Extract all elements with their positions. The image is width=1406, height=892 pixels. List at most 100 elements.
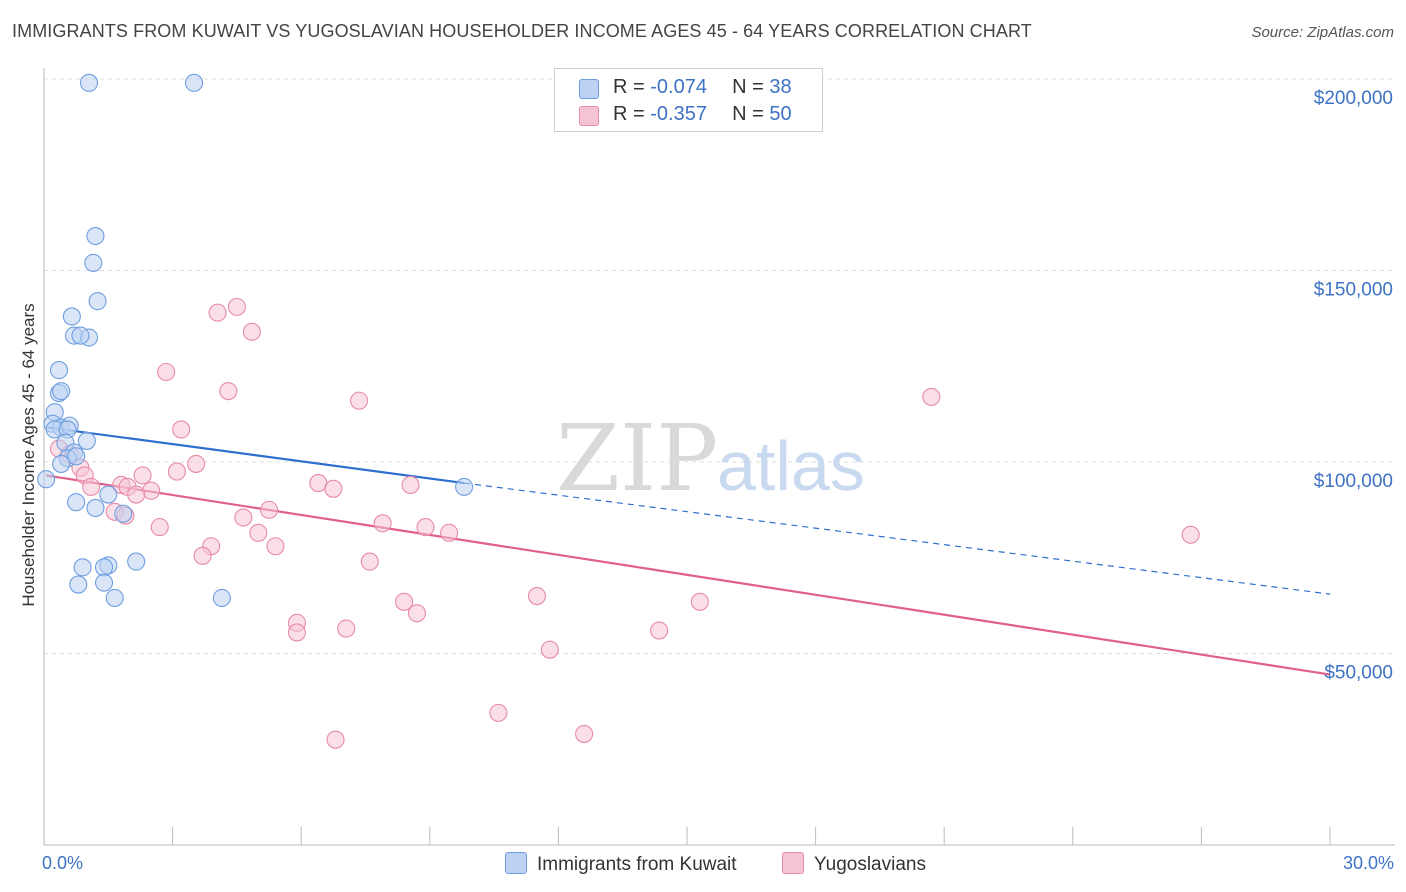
legend-item-yugoslavians: Yugoslavians	[782, 852, 926, 876]
point-yugoslavians	[227, 297, 246, 316]
point-yugoslavians	[259, 500, 279, 519]
point-kuwait	[79, 73, 99, 92]
point-kuwait	[88, 292, 107, 311]
point-kuwait	[77, 431, 96, 450]
point-kuwait	[86, 226, 105, 246]
point-yugoslavians	[440, 523, 459, 542]
point-yugoslavians	[266, 537, 285, 556]
point-yugoslavians	[416, 518, 435, 537]
yugoslavians-swatch	[579, 106, 599, 126]
n-value-kuwait: 38	[769, 76, 792, 98]
r-label: R =	[613, 103, 645, 125]
stats-legend: R = -0.074 N = 38 R = -0.357 N = 50	[554, 68, 823, 132]
legend-item-kuwait: Immigrants from Kuwait	[505, 852, 737, 876]
data-points	[37, 73, 1200, 749]
point-yugoslavians	[142, 481, 161, 500]
point-yugoslavians	[540, 640, 559, 659]
y-tick-label: $200,000	[1314, 88, 1393, 109]
point-yugoslavians	[127, 485, 146, 504]
point-kuwait	[62, 307, 81, 326]
n-value-yugoslavians: 50	[769, 103, 792, 125]
point-yugoslavians	[575, 724, 594, 743]
y-axis-label: Householder Income Ages 45 - 64 years	[19, 303, 38, 606]
watermark-atlas: atlas	[717, 427, 865, 505]
point-yugoslavians	[373, 514, 392, 533]
point-kuwait	[212, 588, 231, 608]
point-yugoslavians	[208, 303, 227, 322]
point-yugoslavians	[309, 474, 328, 493]
point-yugoslavians	[326, 730, 345, 749]
point-kuwait	[71, 326, 90, 345]
point-yugoslavians	[133, 466, 152, 485]
point-yugoslavians	[350, 391, 369, 410]
yugoslavians-legend-swatch	[782, 852, 804, 874]
point-yugoslavians	[150, 518, 169, 537]
legend-yugoslavians-stats: R = -0.357 N = 50	[613, 103, 792, 126]
grid-lines	[44, 78, 1395, 654]
point-yugoslavians	[249, 523, 268, 542]
point-kuwait	[84, 253, 103, 272]
yugoslavians-legend-label: Yugoslavians	[814, 854, 926, 875]
kuwait-swatch	[579, 79, 599, 99]
trend-line-kuwait-extension	[464, 482, 1331, 595]
y-tick-label: $100,000	[1314, 471, 1393, 492]
point-yugoslavians	[193, 546, 212, 565]
point-kuwait	[86, 498, 105, 518]
x-tick-label-min: 0.0%	[42, 853, 83, 873]
point-yugoslavians	[219, 382, 238, 401]
chart-title: IMMIGRANTS FROM KUWAIT VS YUGOSLAVIAN HO…	[12, 21, 1032, 41]
r-value-kuwait: -0.074	[650, 76, 707, 98]
point-yugoslavians	[395, 592, 414, 611]
point-yugoslavians	[157, 362, 176, 382]
source-label: Source: ZipAtlas.com	[1251, 24, 1394, 41]
point-kuwait	[114, 504, 133, 523]
point-kuwait	[52, 382, 71, 401]
point-yugoslavians	[527, 586, 547, 606]
point-yugoslavians	[489, 703, 508, 722]
axes	[43, 68, 1395, 846]
point-kuwait	[67, 493, 86, 512]
point-yugoslavians	[401, 475, 420, 495]
point-yugoslavians	[337, 619, 356, 638]
point-kuwait	[184, 73, 204, 92]
y-tick-label: $150,000	[1314, 280, 1393, 301]
point-kuwait	[52, 454, 71, 473]
point-yugoslavians	[242, 322, 261, 341]
point-yugoslavians	[167, 462, 186, 481]
point-yugoslavians	[922, 387, 941, 406]
point-kuwait	[49, 361, 69, 380]
x-tick-label-max: 30.0%	[1343, 853, 1394, 873]
n-label: N =	[732, 103, 764, 125]
point-kuwait	[94, 573, 114, 592]
point-yugoslavians	[187, 454, 206, 473]
point-yugoslavians	[407, 604, 426, 623]
point-kuwait	[69, 575, 88, 594]
point-kuwait	[99, 485, 118, 504]
point-yugoslavians	[1181, 525, 1200, 544]
point-yugoslavians	[172, 420, 191, 439]
point-kuwait	[67, 447, 86, 466]
y-tick-label: $50,000	[1324, 663, 1393, 684]
r-label: R =	[613, 76, 645, 98]
n-label: N =	[732, 76, 764, 98]
point-kuwait	[73, 558, 92, 577]
point-yugoslavians	[324, 479, 343, 498]
point-yugoslavians	[360, 552, 379, 571]
point-kuwait	[455, 477, 474, 496]
point-yugoslavians	[82, 477, 101, 496]
point-yugoslavians	[650, 621, 669, 640]
point-kuwait	[127, 552, 146, 571]
point-kuwait	[105, 588, 124, 608]
kuwait-legend-label: Immigrants from Kuwait	[537, 854, 737, 875]
legend-kuwait-stats: R = -0.074 N = 38	[613, 76, 792, 99]
point-yugoslavians	[234, 508, 253, 527]
kuwait-legend-swatch	[505, 852, 527, 874]
r-value-yugoslavians: -0.357	[650, 103, 707, 125]
watermark-zip: ZIP	[556, 405, 718, 512]
point-kuwait	[37, 470, 56, 489]
tick-labels: $50,000 $100,000 $150,000 $200,000 0.0% 30.0%	[42, 88, 1394, 873]
point-yugoslavians	[690, 592, 709, 611]
trend-line-kuwait	[48, 426, 465, 485]
point-yugoslavians	[287, 623, 306, 642]
